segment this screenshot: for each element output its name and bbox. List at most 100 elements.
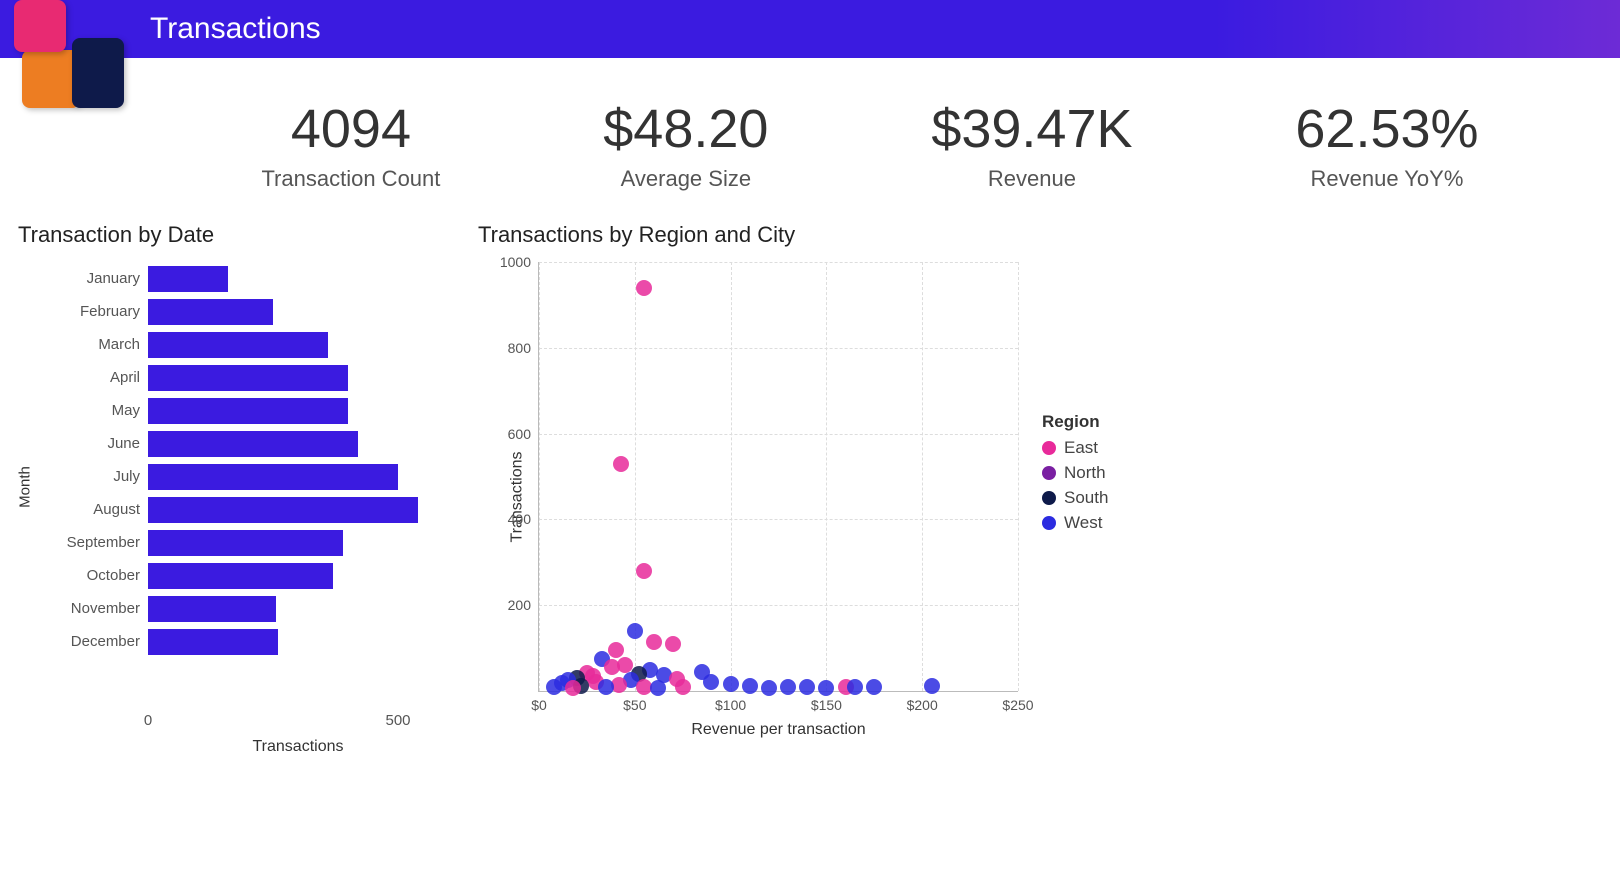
- kpi-row: 4094 Transaction Count $48.20 Average Si…: [0, 58, 1620, 212]
- bar-category-label: August: [18, 501, 148, 518]
- bar-row[interactable]: July: [18, 460, 448, 493]
- bar-category-label: January: [18, 270, 148, 287]
- scatter-point[interactable]: [646, 634, 662, 650]
- legend-title: Region: [1042, 412, 1108, 432]
- bar-row[interactable]: December: [18, 625, 448, 658]
- bar-fill: [148, 299, 273, 325]
- x-tick: $0: [531, 691, 547, 713]
- bar-fill: [148, 530, 343, 556]
- scatter-point[interactable]: [565, 680, 581, 696]
- gridline-h: [539, 519, 1018, 520]
- y-axis-title: Transactions: [509, 452, 527, 543]
- scatter-point[interactable]: [650, 680, 666, 696]
- legend: Region East North South West: [1042, 262, 1108, 732]
- legend-dot-icon: [1042, 441, 1056, 455]
- bar-row[interactable]: August: [18, 493, 448, 526]
- legend-item[interactable]: South: [1042, 488, 1108, 508]
- legend-item[interactable]: West: [1042, 513, 1108, 533]
- kpi-revenue[interactable]: $39.47K Revenue: [931, 98, 1132, 192]
- bar-row[interactable]: June: [18, 427, 448, 460]
- scatter-point[interactable]: [723, 676, 739, 692]
- scatter-point[interactable]: [636, 280, 652, 296]
- scatter-point[interactable]: [818, 680, 834, 696]
- scatter-point[interactable]: [847, 679, 863, 695]
- bar-row[interactable]: October: [18, 559, 448, 592]
- bar-chart[interactable]: Transaction by Date Month JanuaryFebruar…: [18, 222, 448, 762]
- y-tick: 800: [508, 340, 539, 356]
- legend-label: West: [1064, 513, 1102, 533]
- gridline-h: [539, 605, 1018, 606]
- y-tick: 400: [508, 511, 539, 527]
- scatter-point[interactable]: [742, 678, 758, 694]
- scatter-chart[interactable]: Transactions by Region and City Transact…: [478, 222, 1198, 762]
- page-title: Transactions: [150, 12, 321, 46]
- gridline-h: [539, 348, 1018, 349]
- bar-category-label: September: [18, 534, 148, 551]
- legend-label: North: [1064, 463, 1106, 483]
- bar-row[interactable]: March: [18, 328, 448, 361]
- kpi-value: 4094: [261, 98, 440, 160]
- scatter-point[interactable]: [799, 679, 815, 695]
- legend-dot-icon: [1042, 516, 1056, 530]
- legend-label: East: [1064, 438, 1098, 458]
- bar-row[interactable]: May: [18, 394, 448, 427]
- bar-category-label: November: [18, 600, 148, 617]
- scatter-point[interactable]: [675, 679, 691, 695]
- scatter-point[interactable]: [866, 679, 882, 695]
- gridline-h: [539, 434, 1018, 435]
- bar-row[interactable]: November: [18, 592, 448, 625]
- bar-row[interactable]: April: [18, 361, 448, 394]
- y-tick: 600: [508, 426, 539, 442]
- bar-row[interactable]: September: [18, 526, 448, 559]
- gridline-v: [922, 262, 923, 691]
- kpi-revenue-yoy[interactable]: 62.53% Revenue YoY%: [1295, 98, 1478, 192]
- scatter-point[interactable]: [780, 679, 796, 695]
- scatter-point[interactable]: [924, 678, 940, 694]
- scatter-point[interactable]: [703, 674, 719, 690]
- kpi-transaction-count[interactable]: 4094 Transaction Count: [261, 98, 440, 192]
- kpi-value: $48.20: [603, 98, 768, 160]
- bar-category-label: July: [18, 468, 148, 485]
- bar-fill: [148, 629, 278, 655]
- legend-item[interactable]: East: [1042, 438, 1108, 458]
- scatter-point[interactable]: [546, 679, 562, 695]
- bar-fill: [148, 266, 228, 292]
- x-tick: 500: [385, 712, 410, 729]
- scatter-point[interactable]: [761, 680, 777, 696]
- logo-sq-pink: [14, 0, 66, 52]
- bar-row[interactable]: January: [18, 262, 448, 295]
- gridline-v: [731, 262, 732, 691]
- scatter-point[interactable]: [636, 563, 652, 579]
- scatter-point[interactable]: [604, 659, 620, 675]
- kpi-label: Revenue YoY%: [1295, 166, 1478, 192]
- kpi-value: $39.47K: [931, 98, 1132, 160]
- logo-sq-navy: [72, 38, 124, 108]
- legend-item[interactable]: North: [1042, 463, 1108, 483]
- kpi-label: Revenue: [931, 166, 1132, 192]
- bar-fill: [148, 563, 333, 589]
- scatter-point[interactable]: [665, 636, 681, 652]
- scatter-point[interactable]: [613, 456, 629, 472]
- y-tick: 200: [508, 597, 539, 613]
- bar-fill: [148, 398, 348, 424]
- gridline-v: [539, 262, 540, 691]
- kpi-label: Average Size: [603, 166, 768, 192]
- kpi-average-size[interactable]: $48.20 Average Size: [603, 98, 768, 192]
- gridline-v: [1018, 262, 1019, 691]
- scatter-point[interactable]: [608, 642, 624, 658]
- chart-title: Transactions by Region and City: [478, 222, 1198, 248]
- bar-row[interactable]: February: [18, 295, 448, 328]
- scatter-point[interactable]: [598, 679, 614, 695]
- kpi-label: Transaction Count: [261, 166, 440, 192]
- x-tick: $250: [1002, 691, 1033, 713]
- scatter-point[interactable]: [627, 623, 643, 639]
- bar-category-label: October: [18, 567, 148, 584]
- x-tick: $200: [907, 691, 938, 713]
- chart-title: Transaction by Date: [18, 222, 448, 248]
- bar-fill: [148, 431, 358, 457]
- bar-fill: [148, 596, 276, 622]
- legend-dot-icon: [1042, 491, 1056, 505]
- bar-fill: [148, 365, 348, 391]
- gridline-v: [826, 262, 827, 691]
- bar-category-label: April: [18, 369, 148, 386]
